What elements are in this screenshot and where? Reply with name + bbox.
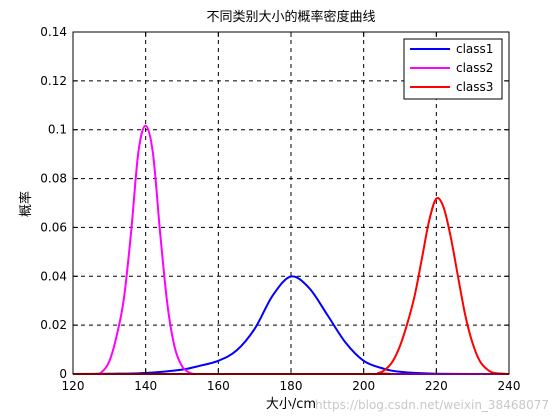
x-tick-label: 160 (207, 379, 230, 393)
y-axis-label: 概率 (18, 191, 34, 217)
series-line-class3 (72, 197, 510, 376)
y-tick-label: 0.14 (40, 25, 67, 39)
x-tick-label: 120 (62, 379, 85, 393)
y-tick-label: 0 (59, 367, 67, 381)
x-tick-label: 200 (352, 379, 375, 393)
y-tick-label: 0.12 (40, 74, 67, 88)
x-tick-label: 220 (425, 379, 448, 393)
legend-label-class3: class3 (456, 80, 493, 94)
legend-label-class1: class1 (456, 42, 493, 56)
y-tick-label: 0.02 (40, 318, 67, 332)
grid (73, 32, 509, 374)
x-tick-label: 240 (498, 379, 521, 393)
legend: class1 class2 class3 (403, 38, 503, 100)
y-tick-label: 0.1 (48, 123, 67, 137)
watermark: https://blog.csdn.net/weixin_38468077 (315, 398, 549, 412)
y-tick-label: 0.04 (40, 269, 67, 283)
y-tick-label: 0.06 (40, 220, 67, 234)
chart-title: 不同类别大小的概率密度曲线 (206, 9, 375, 25)
axis-ticks: 120 140 160 180 200 220 240 0 0.02 0.04 0.06 0.08 0.… (40, 25, 520, 393)
y-tick-label: 0.08 (40, 172, 67, 186)
x-tick-label: 180 (280, 379, 303, 393)
x-axis-label: 大小/cm (266, 397, 316, 412)
legend-label-class2: class2 (456, 61, 493, 75)
x-tick-label: 140 (134, 379, 157, 393)
